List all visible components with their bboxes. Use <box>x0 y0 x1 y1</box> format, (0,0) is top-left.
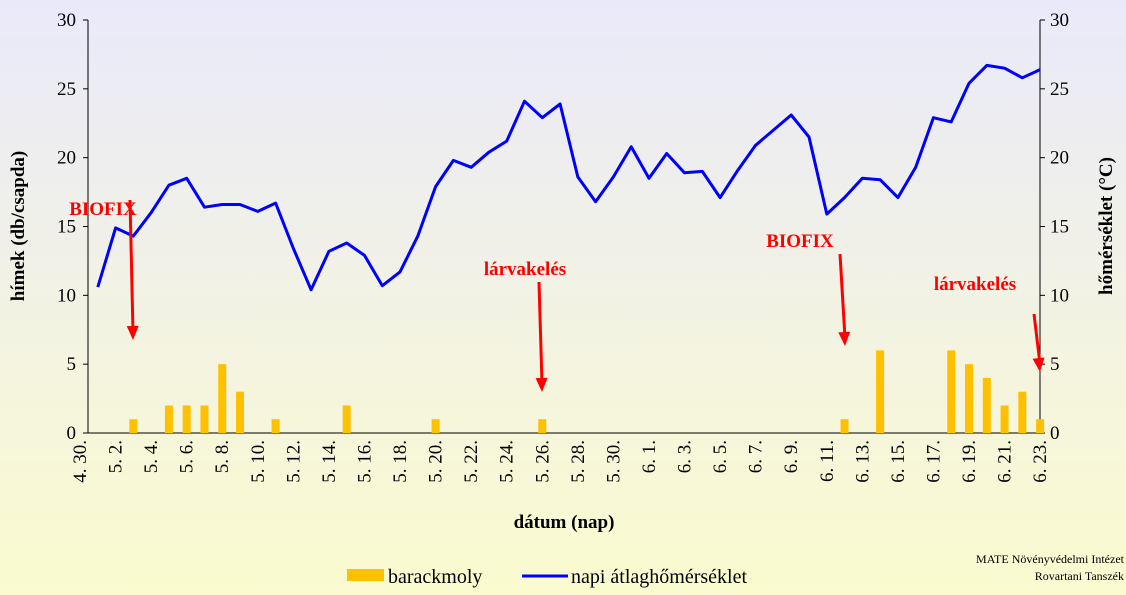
y-tick-label: 20 <box>57 148 76 169</box>
bar <box>1036 419 1045 433</box>
bar <box>1018 391 1027 433</box>
x-tick-label: 5. 16. <box>354 440 375 483</box>
y-tick-label: 0 <box>67 423 77 444</box>
x-tick-label: 5. 28. <box>568 440 589 483</box>
annotation: BIOFIX <box>69 199 137 220</box>
source: MATE Növényvédelmi Intézet <box>976 552 1125 566</box>
legend-label: napi átlaghőmérséklet <box>571 566 747 588</box>
annotation-arrow <box>537 281 544 385</box>
x-tick-label: 6. 23. <box>1030 440 1051 483</box>
y2-tick-label: 0 <box>1050 423 1060 444</box>
bar <box>840 419 849 433</box>
bar <box>431 419 440 433</box>
legend-label: barackmoly <box>388 566 482 588</box>
x-tick-label: 5. 10. <box>248 440 269 483</box>
x-axis-title: dátum (nap) <box>514 512 615 533</box>
annotation: lárvakelés <box>484 259 566 280</box>
annotation-arrow <box>128 199 135 333</box>
x-tick-label: 5. 24. <box>497 440 518 483</box>
source: Rovartani Tanszék <box>1035 569 1124 583</box>
bar <box>129 419 138 433</box>
y-axis-title: hímek (db/csapda) <box>8 151 29 301</box>
x-tick-label: 5. 14. <box>319 440 340 483</box>
annotation-arrowhead <box>838 331 851 346</box>
annotation-arrow <box>838 253 847 339</box>
y2-tick-label: 20 <box>1050 148 1069 169</box>
x-tick-label: 6. 11. <box>817 440 838 482</box>
x-tick-label: 6. 7. <box>746 440 767 473</box>
annotation-arrowhead <box>1032 357 1045 372</box>
x-tick-label: 6. 15. <box>888 440 909 483</box>
bar <box>200 405 209 433</box>
x-tick-label: 5. 2. <box>106 440 127 473</box>
bar <box>164 405 173 433</box>
y-tick-label: 5 <box>67 354 77 375</box>
bar <box>876 350 885 433</box>
x-tick-label: 6. 1. <box>639 440 660 473</box>
bar <box>342 405 351 433</box>
x-tick-label: 5. 22. <box>461 440 482 483</box>
bar <box>538 419 547 433</box>
bar <box>1000 405 1009 433</box>
y2-tick-label: 10 <box>1050 285 1069 306</box>
y2-tick-label: 5 <box>1050 354 1060 375</box>
x-tick-label: 5. 6. <box>177 440 198 473</box>
bar <box>271 419 280 433</box>
x-tick-label: 6. 19. <box>959 440 980 483</box>
y-tick-label: 25 <box>57 79 76 100</box>
x-tick-label: 6. 9. <box>781 440 802 473</box>
annotation: BIOFIX <box>766 231 834 252</box>
y2-tick-label: 25 <box>1050 79 1069 100</box>
legend-swatch <box>347 569 384 581</box>
x-tick-label: 6. 21. <box>995 440 1016 483</box>
x-tick-label: 6. 13. <box>852 440 873 483</box>
bar <box>947 350 956 433</box>
x-tick-label: 6. 17. <box>923 440 944 483</box>
bar <box>982 377 991 433</box>
x-tick-label: 5. 20. <box>426 440 447 483</box>
y2-tick-label: 30 <box>1050 10 1069 31</box>
bar <box>965 364 973 433</box>
x-tick-label: 5. 12. <box>283 440 304 483</box>
line <box>96 63 1041 292</box>
annotation-arrowhead <box>126 325 139 340</box>
x-tick-label: 5. 30. <box>603 440 624 483</box>
y-tick-label: 15 <box>57 217 76 238</box>
x-tick-label: 6. 5. <box>710 440 731 473</box>
x-tick-label: 5. 26. <box>532 440 553 483</box>
annotation: lárvakelés <box>934 274 1016 295</box>
bar <box>236 391 245 433</box>
y-tick-label: 10 <box>57 285 76 306</box>
bar <box>218 364 227 433</box>
annotation-arrow <box>1032 313 1042 365</box>
y-tick-label: 30 <box>57 10 76 31</box>
x-tick-label: 4. 30. <box>70 440 91 483</box>
x-tick-label: 5. 8. <box>212 440 233 473</box>
x-tick-label: 5. 18. <box>390 440 411 483</box>
x-tick-label: 5. 4. <box>141 440 162 473</box>
y2-tick-label: 15 <box>1050 217 1069 238</box>
bar <box>182 405 191 433</box>
y2-axis-title: hőmérséklet (°C) <box>1096 157 1117 295</box>
annotation-arrowhead <box>535 377 548 392</box>
x-tick-label: 6. 3. <box>675 440 696 473</box>
